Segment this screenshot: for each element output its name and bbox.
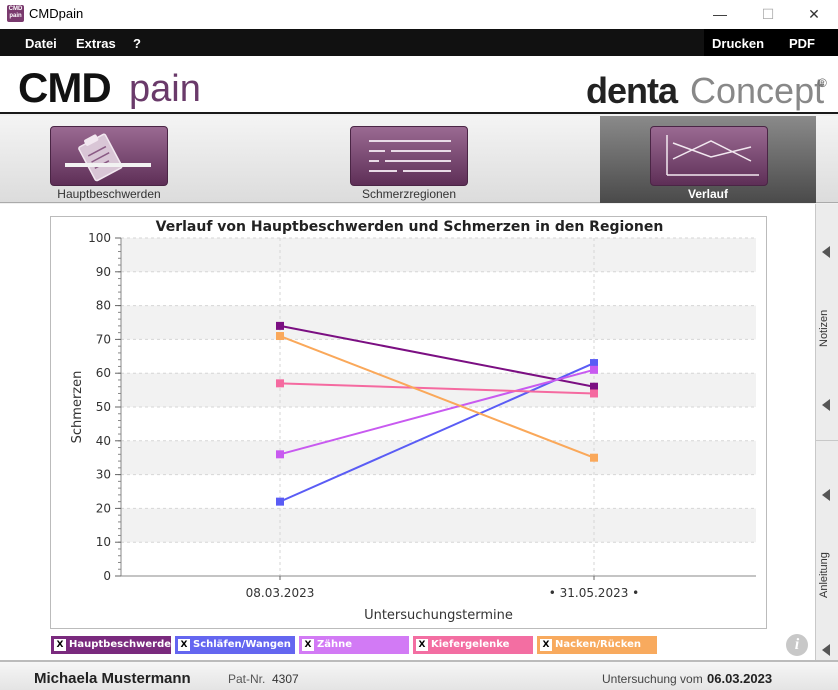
main-area: Verlauf von Hauptbeschwerden und Schmerz… [0, 204, 815, 660]
legend-label: Nacken/Rücken [555, 639, 642, 650]
expand-notes-arrow-icon[interactable] [822, 399, 830, 411]
legend-label: Kiefergelenke [431, 639, 510, 650]
data-point [276, 321, 284, 330]
y-tick-label: 40 [96, 434, 111, 448]
plot-band [121, 508, 756, 543]
registered-mark: ® [818, 76, 827, 90]
cmdpain-logo-pain: pain [129, 68, 201, 110]
menu-datei[interactable]: Datei [25, 36, 57, 51]
data-point [276, 497, 284, 506]
y-tick-label: 10 [96, 535, 111, 549]
expand-guide-arrow-icon[interactable] [822, 489, 830, 501]
expand-guide-arrow-icon[interactable] [822, 644, 830, 656]
patient-number: 4307 [272, 672, 299, 686]
clipboard-icon [50, 126, 168, 186]
app-icon: CMD pain [7, 5, 24, 22]
chart-container: Verlauf von Hauptbeschwerden und Schmerz… [50, 216, 767, 629]
series-line [279, 324, 595, 388]
plot-band [121, 440, 756, 475]
side-panel: Notizen Anleitung [815, 204, 838, 660]
exam-label: Untersuchung vom [602, 672, 703, 686]
dentaconcept-logo-concept: Concept [690, 70, 825, 111]
legend-label: Zähne [317, 639, 353, 650]
plot-band [121, 373, 756, 407]
legend-zaehne[interactable]: X Zähne [299, 636, 409, 654]
y-tick-label: 50 [96, 400, 111, 414]
menu-bar: Datei Extras ? Drucken PDF [0, 29, 838, 56]
tab-schmerzregionen[interactable]: Schmerzregionen [300, 116, 518, 203]
dentaconcept-logo-denta: denta [586, 70, 678, 111]
y-tick-label: 0 [103, 569, 111, 583]
x-tick-label: • 31.05.2023 • [549, 586, 640, 600]
menu-extras[interactable]: Extras [76, 36, 116, 51]
plot-band [121, 305, 756, 340]
chart-title: Verlauf von Hauptbeschwerden und Schmerz… [155, 219, 664, 235]
window-title: CMDpain [29, 6, 84, 21]
legend-schlaefen-wangen[interactable]: X Schläfen/Wangen [175, 636, 295, 654]
data-point [590, 453, 598, 462]
data-point [590, 382, 598, 391]
expand-notes-arrow-icon[interactable] [822, 246, 830, 258]
close-button[interactable]: ✕ [808, 6, 820, 22]
y-tick-label: 20 [96, 501, 111, 515]
pdf-button[interactable]: PDF [789, 36, 815, 51]
tab-label: Schmerzregionen [361, 187, 457, 201]
menu-help[interactable]: ? [133, 36, 141, 51]
maximize-button[interactable]: ☐ [761, 6, 775, 22]
tab-label: Verlauf [687, 187, 729, 201]
line-chart-icon [650, 126, 768, 186]
lines-icon [350, 126, 468, 186]
data-point [276, 379, 284, 388]
legend-nacken-ruecken[interactable]: X Nacken/Rücken [537, 636, 657, 654]
legend-checkbox[interactable]: X [416, 639, 428, 651]
legend-label: Hauptbeschwerde [69, 639, 172, 650]
notes-label[interactable]: Notizen [818, 309, 830, 347]
data-point [590, 389, 598, 398]
line-chart: 0 10 20 30 40 50 60 70 80 90 100 08.03.2023 • 31.05.… [70, 231, 756, 623]
series-line [279, 362, 595, 503]
series-line [279, 368, 595, 456]
data-point [276, 450, 284, 459]
legend-checkbox[interactable]: X [54, 639, 66, 651]
tab-verlauf[interactable]: Verlauf [600, 116, 816, 203]
logo-band: CMD pain denta Concept ® [0, 56, 838, 114]
tab-hauptbeschwerden[interactable]: Hauptbeschwerden [0, 116, 218, 203]
legend-checkbox[interactable]: X [302, 639, 314, 651]
legend-checkbox[interactable]: X [178, 639, 190, 651]
data-point [590, 365, 598, 374]
tab-label: Hauptbeschwerden [57, 187, 161, 201]
cmdpain-logo-cmd: CMD [18, 64, 112, 111]
title-bar: CMD pain CMDpain — ☐ ✕ [0, 0, 838, 29]
patient-number-label: Pat-Nr. [228, 672, 266, 686]
x-tick-label: 08.03.2023 [246, 586, 315, 600]
y-tick-label: 100 [88, 231, 111, 245]
data-point [590, 359, 598, 368]
legend-kiefergelenke[interactable]: X Kiefergelenke [413, 636, 533, 654]
x-axis-label: Untersuchungstermine [364, 608, 513, 623]
patient-name: Michaela Mustermann [34, 670, 191, 687]
legend-hauptbeschwerde[interactable]: X Hauptbeschwerde [51, 636, 171, 654]
y-tick-label: 80 [96, 299, 111, 313]
plot-band [121, 238, 756, 272]
side-divider [816, 440, 838, 441]
y-tick-label: 70 [96, 332, 111, 346]
y-axis-label: Schmerzen [70, 371, 85, 444]
status-bar: Michaela Mustermann Pat-Nr. 4307 Untersu… [0, 660, 838, 690]
guide-label[interactable]: Anleitung [818, 552, 830, 598]
tab-band: Hauptbeschwerden Schmerzregionen [0, 116, 838, 203]
series-line [279, 382, 595, 395]
exam-date: 06.03.2023 [707, 671, 773, 686]
info-icon[interactable]: i [786, 634, 808, 656]
legend-label: Schläfen/Wangen [193, 639, 291, 650]
menu-right-area: Drucken PDF [704, 29, 838, 56]
data-point [276, 332, 284, 341]
series-line [279, 335, 595, 459]
y-tick-label: 60 [96, 366, 111, 380]
y-tick-label: 30 [96, 468, 111, 482]
legend-checkbox[interactable]: X [540, 639, 552, 651]
print-button[interactable]: Drucken [712, 36, 765, 51]
y-tick-label: 90 [96, 265, 111, 279]
minimize-button[interactable]: — [713, 6, 727, 22]
